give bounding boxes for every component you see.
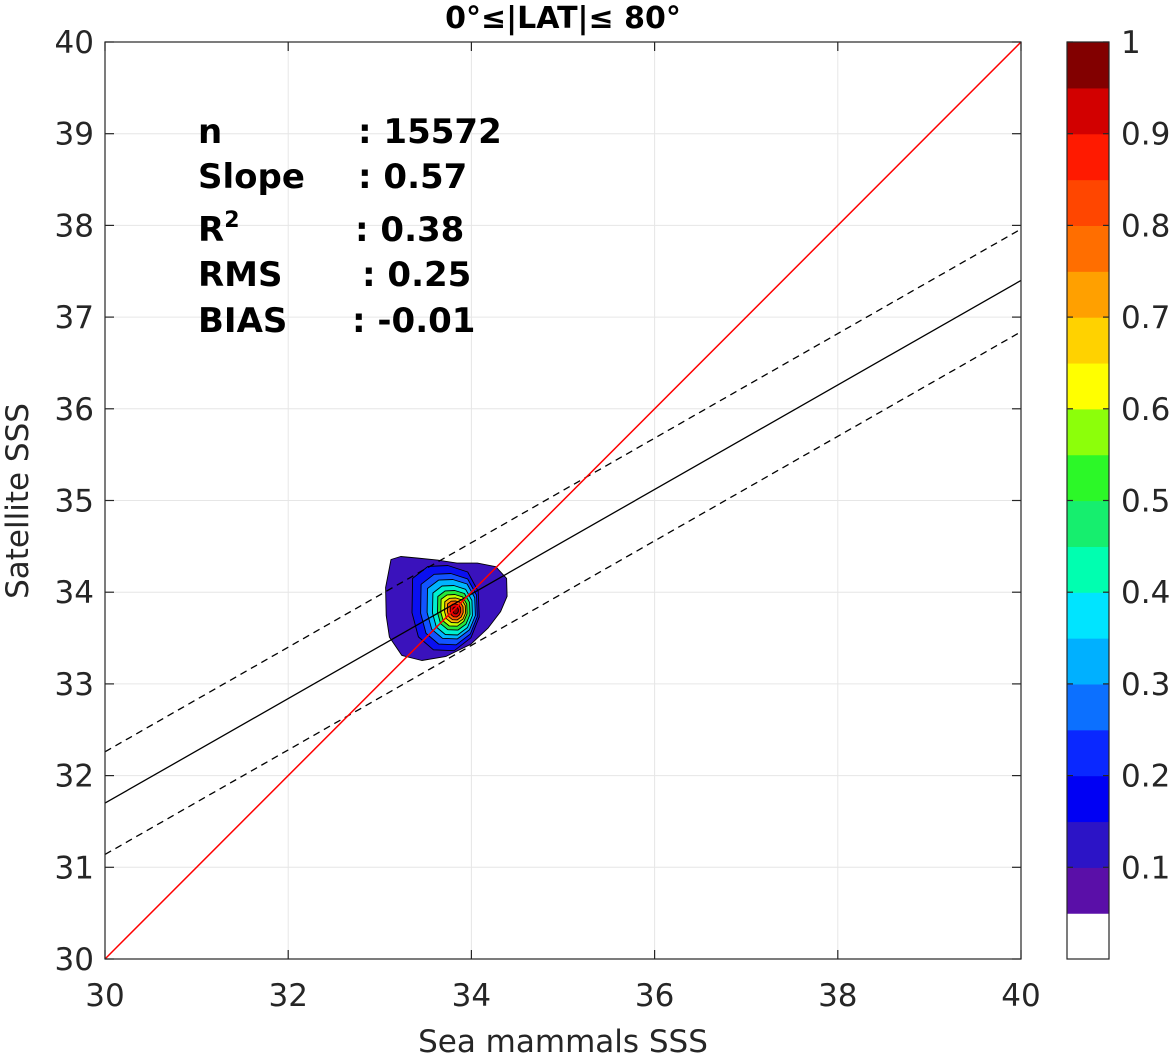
colorbar-tick-label: 1: [1121, 25, 1141, 61]
stats-annotation: n : 15572 Slope : 0.57 R2 : 0.38 RMS : 0.25 BIAS…: [198, 112, 502, 341]
y-tick-label: 31: [55, 850, 94, 886]
y-tick-label: 30: [55, 942, 94, 978]
colorbar-segment: [1067, 133, 1109, 181]
y-tick-label: 37: [55, 300, 94, 336]
colorbar: 0.1 0.2 0.3 0.4 0.5 0.6 0.7 0.8 0.9 1: [1066, 25, 1170, 960]
stat-label: BIAS: [198, 301, 287, 341]
colorbar-segment: [1067, 317, 1109, 364]
stat-value: : 15572: [358, 112, 502, 152]
x-tick-label: 30: [85, 978, 124, 1014]
colorbar-tick-label: 0.3: [1121, 667, 1170, 703]
stat-value: : 0.25: [362, 255, 471, 295]
y-tick-label: 40: [55, 25, 94, 61]
colorbar-tick-label: 0.1: [1121, 850, 1170, 886]
stat-value: : 0.57: [358, 157, 467, 197]
colorbar-tick-label: 0.6: [1121, 392, 1170, 428]
colorbar-segment: [1067, 362, 1109, 410]
colorbar-segment: [1067, 271, 1109, 318]
colorbar-segment: [1067, 500, 1109, 547]
colorbar-tick-label: 0.8: [1121, 208, 1170, 244]
stat-label: R2: [198, 208, 240, 250]
x-axis-label: Sea mammals SSS: [418, 1024, 708, 1055]
x-tick-label: 32: [268, 978, 307, 1014]
stat-label: Slope: [198, 157, 305, 197]
lower-bound-line: [104, 331, 1022, 856]
colorbar-segment: [1067, 408, 1109, 456]
colorbar-segment: [1067, 821, 1109, 868]
colorbar-segment: [1067, 729, 1109, 777]
fit-line: [104, 279, 1022, 804]
colorbar-tick-label: 0.7: [1121, 300, 1170, 336]
colorbar-segment: [1067, 638, 1109, 685]
colorbar-segment: [1067, 546, 1109, 593]
x-tick-label: 36: [635, 978, 674, 1014]
x-tick-label: 38: [818, 978, 857, 1014]
y-tick-label: 33: [55, 667, 94, 703]
stat-label: n: [198, 112, 222, 152]
colorbar-tick-label: 0.2: [1121, 759, 1170, 795]
colorbar-segment: [1067, 683, 1109, 731]
axis-ticks: 30 32 34 36 38 40 30 31 32 33 34 35 36 37 38 39 40: [55, 25, 1041, 1014]
identity-line: [104, 41, 1022, 960]
x-tick-label: 40: [1001, 978, 1040, 1014]
y-tick-label: 32: [55, 759, 94, 795]
colorbar-tick-label: 0.5: [1121, 484, 1170, 520]
y-tick-label: 39: [55, 117, 94, 153]
y-tick-label: 35: [55, 484, 94, 520]
colorbar-segment: [1067, 592, 1109, 639]
reference-lines: [104, 41, 1022, 960]
stat-value: : -0.01: [352, 301, 475, 341]
colorbar-tick-label: 0.4: [1121, 575, 1170, 611]
colorbar-segment: [1067, 867, 1109, 914]
colorbar-segment: [1067, 87, 1109, 135]
chart-title: 0°≤|LAT|≤ 80°: [445, 1, 681, 36]
colorbar-segment: [1067, 179, 1109, 226]
stat-label: RMS: [198, 255, 283, 295]
y-tick-label: 36: [55, 392, 94, 428]
stat-value: : 0.38: [355, 210, 464, 250]
y-axis-label: Satellite SSS: [0, 403, 36, 599]
colorbar-segment: [1067, 454, 1109, 502]
y-tick-label: 34: [55, 575, 94, 611]
upper-bound-line: [104, 228, 1022, 753]
y-tick-label: 38: [55, 208, 94, 244]
colorbar-segment: [1067, 225, 1109, 272]
colorbar-segment: [1067, 775, 1109, 823]
x-tick-label: 34: [452, 978, 491, 1014]
colorbar-segment: [1067, 42, 1109, 89]
colorbar-segment: [1067, 913, 1109, 960]
colorbar-tick-label: 0.9: [1121, 117, 1170, 153]
